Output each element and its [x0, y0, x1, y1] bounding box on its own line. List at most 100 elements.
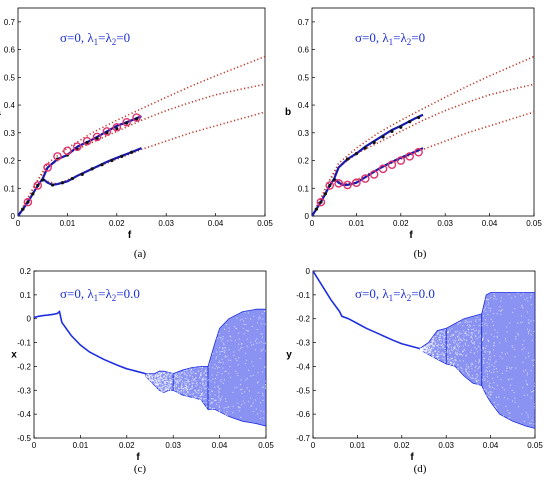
band-texture-dot [471, 362, 473, 364]
band-texture-dot [454, 337, 456, 339]
band-texture-dot [175, 376, 177, 378]
band-texture-dot [489, 396, 491, 398]
band-texture-dot [476, 351, 478, 353]
band-texture-dot [165, 382, 167, 384]
band-texture-dot [224, 350, 226, 352]
band-texture-dot [482, 363, 484, 365]
band-texture-dot [170, 385, 172, 387]
band-texture-dot [437, 357, 439, 359]
band-texture-dot [220, 398, 222, 400]
band-texture-dot [216, 365, 218, 367]
band-texture-dot [427, 343, 429, 345]
band-texture-dot [154, 374, 156, 376]
band-texture-dot [151, 380, 153, 382]
band-texture-dot [173, 378, 175, 380]
band-texture-dot [499, 342, 501, 344]
band-texture-dot [265, 387, 266, 389]
data-point [372, 140, 376, 145]
band-texture-dot [526, 394, 528, 396]
band-texture-dot [483, 348, 485, 350]
band-texture-dot [160, 381, 162, 383]
band-texture-dot [514, 401, 516, 403]
band-texture-dot [533, 320, 535, 322]
band-texture-dot [492, 324, 494, 326]
band-texture-dot [463, 330, 465, 332]
band-texture-dot [156, 374, 158, 376]
band-texture-dot [168, 386, 170, 388]
band-texture-dot [452, 363, 454, 365]
band-texture-dot [193, 393, 195, 395]
band-texture-dot [476, 316, 478, 318]
band-texture-dot [252, 374, 254, 376]
band-texture-dot [457, 347, 459, 349]
band-texture-dot [468, 324, 470, 326]
series-solid-line [18, 115, 142, 216]
band-texture-dot [167, 374, 169, 376]
band-texture-dot [441, 343, 443, 345]
band-texture-dot [163, 375, 165, 377]
band-texture-dot [228, 327, 230, 329]
band-texture-dot [523, 370, 525, 372]
band-texture-dot [527, 352, 529, 354]
band-texture-dot [489, 350, 491, 352]
band-texture-dot [166, 381, 168, 383]
band-texture-dot [230, 336, 232, 338]
band-texture-dot [440, 336, 442, 338]
band-texture-dot [169, 380, 171, 382]
band-texture-dot [247, 401, 249, 403]
band-texture-dot [199, 375, 201, 377]
band-texture-dot [477, 384, 479, 386]
band-texture-dot [248, 390, 250, 392]
band-texture-dot [192, 378, 194, 380]
band-texture-dot [213, 408, 215, 410]
band-texture-dot [517, 292, 519, 294]
band-texture-dot [250, 375, 252, 377]
band-texture-dot [205, 368, 207, 370]
band-texture-dot [212, 398, 214, 400]
y-tick-label: -0.5 [296, 386, 310, 395]
band-texture-dot [177, 375, 179, 377]
band-texture-dot [431, 348, 433, 350]
band-texture-dot [156, 384, 158, 386]
band-texture-dot [483, 347, 485, 349]
band-texture-dot [218, 390, 220, 392]
band-texture-dot [245, 359, 247, 361]
band-texture-dot [484, 351, 486, 353]
band-texture-dot [530, 297, 532, 299]
band-texture-dot [459, 338, 461, 340]
band-texture-dot [496, 337, 498, 339]
band-texture-dot [205, 397, 207, 399]
band-texture-dot [175, 374, 177, 376]
band-texture-dot [480, 322, 482, 324]
band-texture-dot [264, 366, 266, 368]
band-texture-dot [223, 412, 225, 414]
band-texture-dot [219, 398, 221, 400]
plot-area [18, 55, 265, 216]
band-texture-dot [449, 335, 451, 337]
band-texture-dot [442, 345, 444, 347]
band-texture-dot [465, 355, 467, 357]
band-texture-dot [158, 387, 160, 389]
band-texture-dot [464, 320, 466, 322]
y-tick-label: 0.5 [298, 73, 310, 82]
band-texture-dot [501, 387, 503, 389]
band-texture-dot [489, 391, 491, 393]
band-texture-dot [441, 352, 443, 354]
band-texture-dot [218, 405, 220, 407]
band-texture-dot [160, 390, 162, 392]
band-texture-dot [161, 389, 163, 391]
band-texture-dot [486, 325, 488, 327]
band-texture-dot [486, 366, 488, 368]
band-texture-dot [148, 375, 150, 377]
band-texture-dot [157, 383, 159, 385]
band-texture-dot [184, 395, 186, 397]
band-texture-dot [467, 345, 469, 347]
annotation-lambda: λ [87, 30, 94, 45]
band-texture-dot [160, 382, 162, 384]
band-texture-dot [527, 300, 529, 302]
band-texture-dot [453, 349, 455, 351]
band-texture-dot [219, 399, 221, 401]
band-texture-dot [449, 343, 451, 345]
band-texture-dot [426, 353, 428, 355]
band-texture-dot [187, 378, 189, 380]
